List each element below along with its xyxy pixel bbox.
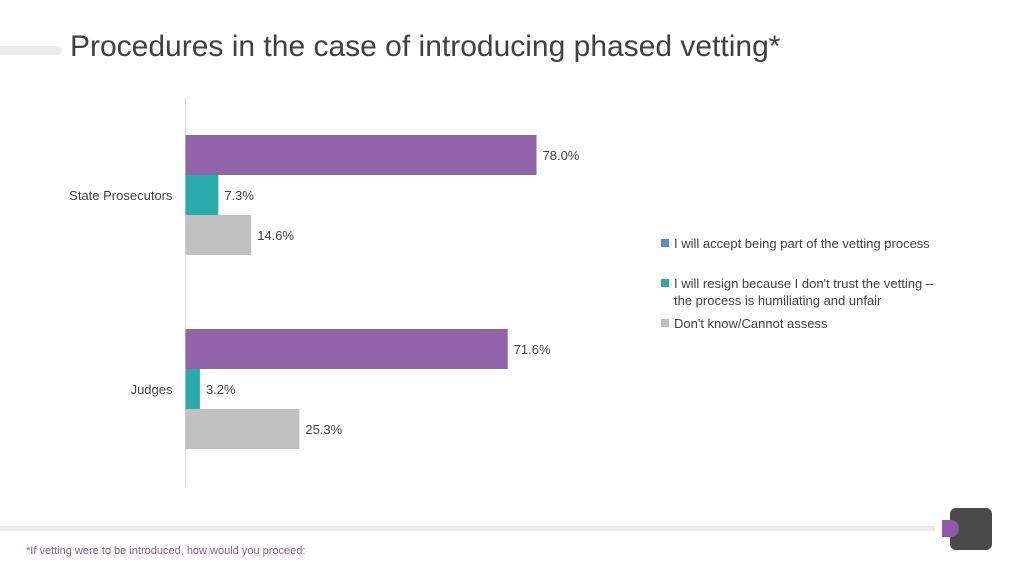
bar-judges-resign [185,369,200,409]
brand-logo-icon [942,508,992,550]
legend-swatch-resign [661,279,669,287]
legend-item-accept: I will accept being part of the vetting … [661,235,981,252]
data-label-state-prosecutors-dont-know: 14.6% [257,228,294,243]
legend-swatch-dont-know [661,319,669,327]
legend-label-dont-know: Don't know/Cannot assess [674,316,828,331]
legend-item-dont-know: Don't know/Cannot assess [661,315,981,332]
bar-state-prosecutors-dont-know [185,215,252,255]
legend-item-resign: I will resign because I don't trust the … [661,275,981,309]
bar-judges-dont-know [185,409,300,449]
data-label-judges-dont-know: 25.3% [305,422,342,437]
data-label-judges-resign: 3.2% [206,382,236,397]
data-label-state-prosecutors-accept: 78.0% [543,148,580,163]
data-label-judges-accept: 71.6% [514,342,551,357]
category-label-judges: Judges [131,382,173,397]
bar-chart: State Prosecutors 78.0% 7.3% 14.6% Judges 71.… [69,98,580,487]
footer-divider [0,526,935,531]
legend-label-resign-line1: I will resign because I don't trust the … [674,276,934,291]
legend-label-resign-line2: the process is humiliating and unfair [674,293,882,308]
category-label-state-prosecutors: State Prosecutors [69,188,173,203]
chart-legend: I will accept being part of the vetting … [661,235,981,332]
title-accent-bar [0,46,62,55]
logo-front-shape [942,520,959,537]
legend-label-resign: I will resign because I don't trust the … [674,275,933,309]
legend-label-accept: I will accept being part of the vetting … [674,236,930,251]
bar-judges-accept [185,329,508,369]
page-title: Procedures in the case of introducing ph… [70,30,781,63]
data-label-state-prosecutors-resign: 7.3% [224,188,254,203]
legend-swatch-accept [661,239,669,247]
bar-state-prosecutors-resign [185,175,219,215]
bar-state-prosecutors-accept [185,135,537,175]
footnote: *If vetting were to be introduced, how w… [26,545,306,557]
